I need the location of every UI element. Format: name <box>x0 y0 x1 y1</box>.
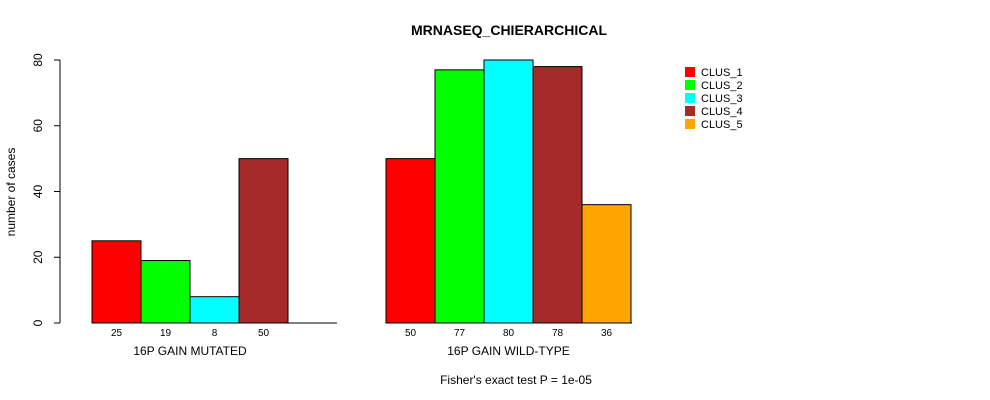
bar <box>140 260 191 324</box>
bar <box>91 240 142 324</box>
y-tick-label: 80 <box>31 53 45 67</box>
legend-item: CLUS_5 <box>685 119 743 131</box>
bar <box>238 158 289 324</box>
legend-swatch <box>685 67 695 77</box>
bars-layer: 25 19 8 50 16P GAIN MUTATED 50 77 80 78 36 16P GAI… <box>91 59 632 358</box>
bar-value-label: 50 <box>405 328 417 339</box>
bar-group: 25 19 8 50 16P GAIN MUTATED <box>91 158 337 358</box>
group-label: 16P GAIN MUTATED <box>133 344 247 358</box>
legend-swatch <box>685 106 695 116</box>
legend-item: CLUS_4 <box>685 106 743 118</box>
bar-value-label: 50 <box>258 328 270 339</box>
bar-value-label: 19 <box>160 328 172 339</box>
bar-value-label: 36 <box>601 328 613 339</box>
legend-label: CLUS_3 <box>701 93 743 105</box>
y-tick-label: 60 <box>31 119 45 133</box>
legend-swatch <box>685 93 695 103</box>
bar-group: 50 77 80 78 36 16P GAIN WILD-TYPE <box>385 59 632 358</box>
legend-item: CLUS_3 <box>685 93 743 105</box>
bar <box>385 158 436 324</box>
legend-label: CLUS_2 <box>701 80 743 92</box>
y-tick-label: 40 <box>31 185 45 199</box>
y-tick-label: 20 <box>31 250 45 264</box>
y-axis-label: number of cases <box>4 148 18 237</box>
legend-swatch <box>685 119 695 129</box>
bar-value-label: 77 <box>454 328 466 339</box>
bar <box>189 296 240 324</box>
bar-value-label: 78 <box>552 328 564 339</box>
group-label: 16P GAIN WILD-TYPE <box>447 344 569 358</box>
y-tick-label: 0 <box>31 319 45 326</box>
bar-value-label: 80 <box>503 328 515 339</box>
bar-value-label: 8 <box>212 328 218 339</box>
y-axis: 0 20 40 60 80 <box>31 53 61 326</box>
legend-label: CLUS_1 <box>701 67 743 79</box>
bar-value-label: 25 <box>111 328 123 339</box>
fisher-test-note: Fisher's exact test P = 1e-05 <box>440 373 592 387</box>
chart-title: MRNASEQ_CHIERARCHICAL <box>411 22 607 38</box>
bar <box>483 59 534 324</box>
legend-item: CLUS_1 <box>685 67 743 79</box>
bar <box>581 204 632 324</box>
legend-label: CLUS_4 <box>701 106 743 118</box>
bar <box>434 69 485 324</box>
legend-label: CLUS_5 <box>701 119 743 131</box>
legend-swatch <box>685 80 695 90</box>
bar <box>532 66 583 324</box>
legend-item: CLUS_2 <box>685 80 743 92</box>
